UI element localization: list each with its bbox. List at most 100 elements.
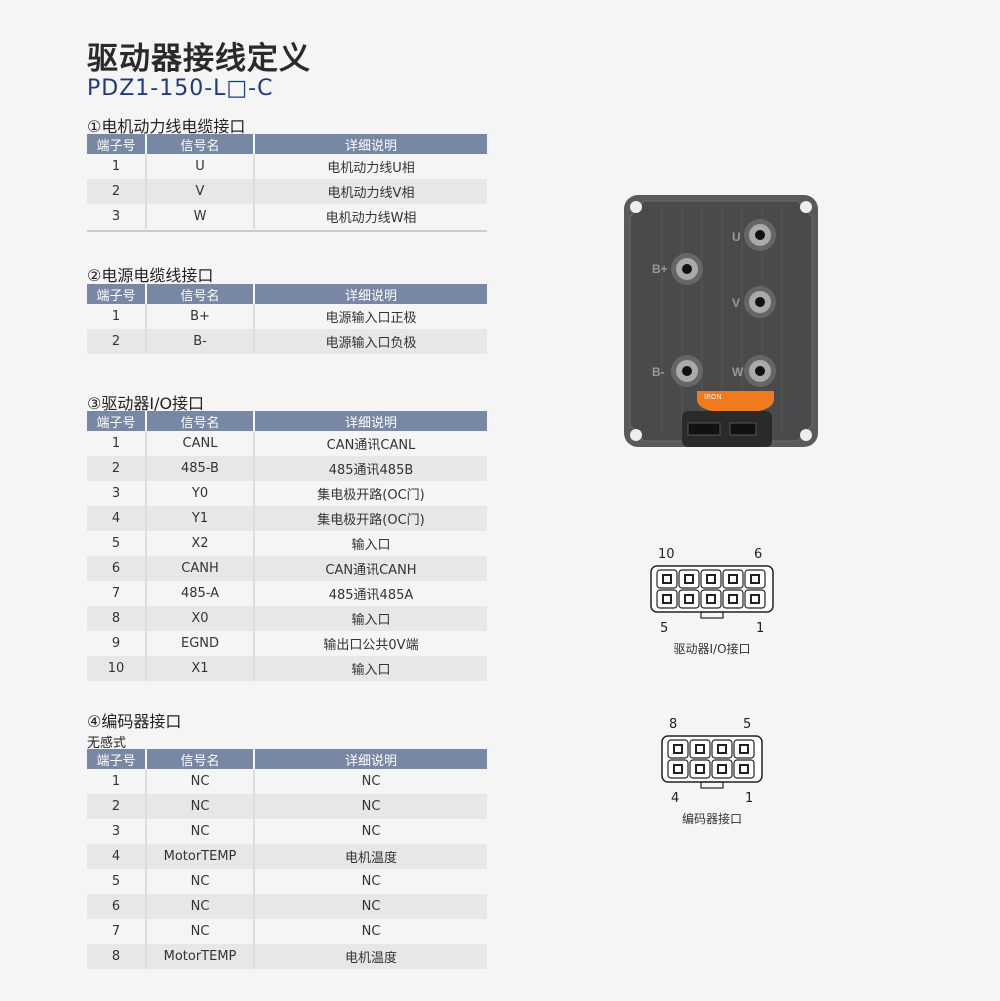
terminal-studs	[671, 219, 776, 387]
section-title: ②电源电缆线接口	[87, 266, 214, 285]
pin-table: 端子号 信号名 详细说明 1 U 电机动力线U相 2 V 电机动力线V相 3 W 电机动力线W相	[87, 134, 487, 229]
pin-number: 4	[671, 791, 680, 806]
table-cell: EGND	[146, 631, 255, 656]
table-row: 4 MotorTEMP 电机温度	[87, 844, 487, 869]
section-title: ④编码器接口	[87, 712, 182, 731]
table-cell: 输入口	[351, 538, 391, 553]
pin-number: 5	[743, 717, 752, 732]
table-cell: 1	[87, 431, 147, 456]
table-cell: 8	[87, 606, 147, 631]
terminal-label: U	[732, 230, 741, 244]
pin-table: 端子号 信号名 详细说明 1 NC NC 2 NC NC 3 NC NC 4 MotorTEMP 电机温度 5…	[87, 749, 487, 969]
table-cell: CAN通讯CANL	[326, 438, 416, 453]
table-cell: 电机动力线U相	[327, 161, 415, 176]
connector-caption: 编码器接口	[681, 812, 742, 826]
table-cell: V	[146, 179, 255, 204]
table-row: 9 EGND 输出口公共0V端	[87, 631, 487, 656]
table-cell: 集电极开路(OC门)	[317, 488, 425, 503]
table-cell: 1	[87, 304, 147, 329]
table-cell: 输入口	[254, 656, 487, 681]
table-cell: B+	[146, 304, 255, 329]
column-header: 详细说明	[254, 284, 487, 304]
table-row: 2 NC NC	[87, 794, 487, 819]
table-row: 1 CANL CAN通讯CANL	[87, 431, 487, 456]
table-cell: 485通讯485A	[328, 588, 414, 603]
table-cell: NC	[146, 919, 255, 944]
table-cell: NC	[146, 794, 255, 819]
pin-number: 1	[756, 621, 765, 636]
pin-number: 5	[660, 621, 669, 636]
table-row: 6 NC NC	[87, 894, 487, 919]
column-header: 端子号	[87, 284, 147, 304]
connector-diagram	[661, 735, 763, 789]
table-row: 4 Y1 集电极开路(OC门)	[87, 506, 487, 531]
model-number: PDZ1-150-L□-C	[87, 76, 274, 101]
table-cell: 10	[87, 656, 147, 681]
table-row: 3 Y0 集电极开路(OC门)	[87, 481, 487, 506]
table-cell: 485-A	[146, 581, 255, 606]
table-cell: W	[146, 204, 255, 229]
table-cell: NC	[361, 824, 381, 839]
table-row: 3 W 电机动力线W相	[87, 204, 487, 229]
table-cell: 集电极开路(OC门)	[254, 506, 487, 531]
table-cell: X1	[146, 656, 255, 681]
table-cell: 9	[87, 631, 147, 656]
table-cell: 电源输入口负极	[254, 329, 487, 354]
table-cell: 电机动力线V相	[254, 179, 487, 204]
table-cell: 输出口公共0V端	[323, 638, 419, 653]
connector-diagram	[650, 565, 774, 619]
table-row: 1 B+ 电源输入口正极	[87, 304, 487, 329]
table-cell: 1	[87, 769, 147, 794]
pin-number: 1	[745, 791, 754, 806]
svg-text:IRON: IRON	[704, 393, 722, 401]
column-header: 端子号	[87, 749, 147, 769]
table-cell: Y0	[146, 481, 255, 506]
table-row: 10 X1 输入口	[87, 656, 487, 681]
table-row: 2 B- 电源输入口负极	[87, 329, 487, 354]
svg-text:B+: B+	[652, 262, 668, 276]
table-row: 2 485-B 485通讯485B	[87, 456, 487, 481]
table-cell: 4	[87, 506, 147, 531]
table-cell: 5	[87, 531, 147, 556]
section-title: ①电机动力线电缆接口	[87, 117, 246, 136]
table-cell: 6	[87, 894, 147, 919]
brand-label	[697, 391, 774, 413]
table-cell: 1	[87, 154, 147, 179]
pin-table: 端子号 信号名 详细说明 1 B+ 电源输入口正极 2 B- 电源输入口负极	[87, 284, 487, 354]
table-cell: Y1	[146, 506, 255, 531]
table-cell: 4	[87, 844, 147, 869]
column-header: 端子号	[87, 134, 147, 154]
table-cell: MotorTEMP	[146, 944, 255, 969]
table-row: 1 U 电机动力线U相	[87, 154, 487, 179]
table-cell: 3	[87, 204, 147, 229]
table-row: 5 NC NC	[87, 869, 487, 894]
svg-text:W: W	[732, 365, 744, 379]
table-cell: NC	[361, 924, 381, 939]
table-cell: NC	[361, 774, 381, 789]
table-cell: 485通讯485B	[254, 456, 487, 481]
column-header: 详细说明	[254, 749, 487, 769]
section-subtitle: 无感式	[87, 736, 127, 751]
table-cell: 电机温度	[254, 944, 487, 969]
controller-image: U B+ V B- W IRON	[624, 195, 818, 447]
table-row: 1 NC NC	[87, 769, 487, 794]
table-cell: 485-B	[146, 456, 255, 481]
table-cell: MotorTEMP	[146, 844, 255, 869]
column-header: 信号名	[146, 134, 255, 154]
table-cell: NC	[146, 769, 255, 794]
svg-text:B-: B-	[652, 365, 665, 379]
table-cell: 2	[87, 456, 147, 481]
pin-number: 8	[669, 717, 678, 732]
table-cell: 6	[87, 556, 147, 581]
pin-number: 6	[754, 547, 763, 562]
table-cell: 电机温度	[254, 844, 487, 869]
table-cell: B-	[146, 329, 255, 354]
table-cell: NC	[146, 819, 255, 844]
column-header: 端子号	[87, 411, 147, 431]
table-cell: NC	[254, 794, 487, 819]
page-title: 驱动器接线定义	[87, 41, 311, 77]
table-row: 8 X0 输入口	[87, 606, 487, 631]
column-header: 详细说明	[254, 411, 487, 431]
column-header: 信号名	[146, 284, 255, 304]
connector-caption: 驱动器I/O接口	[673, 642, 751, 656]
